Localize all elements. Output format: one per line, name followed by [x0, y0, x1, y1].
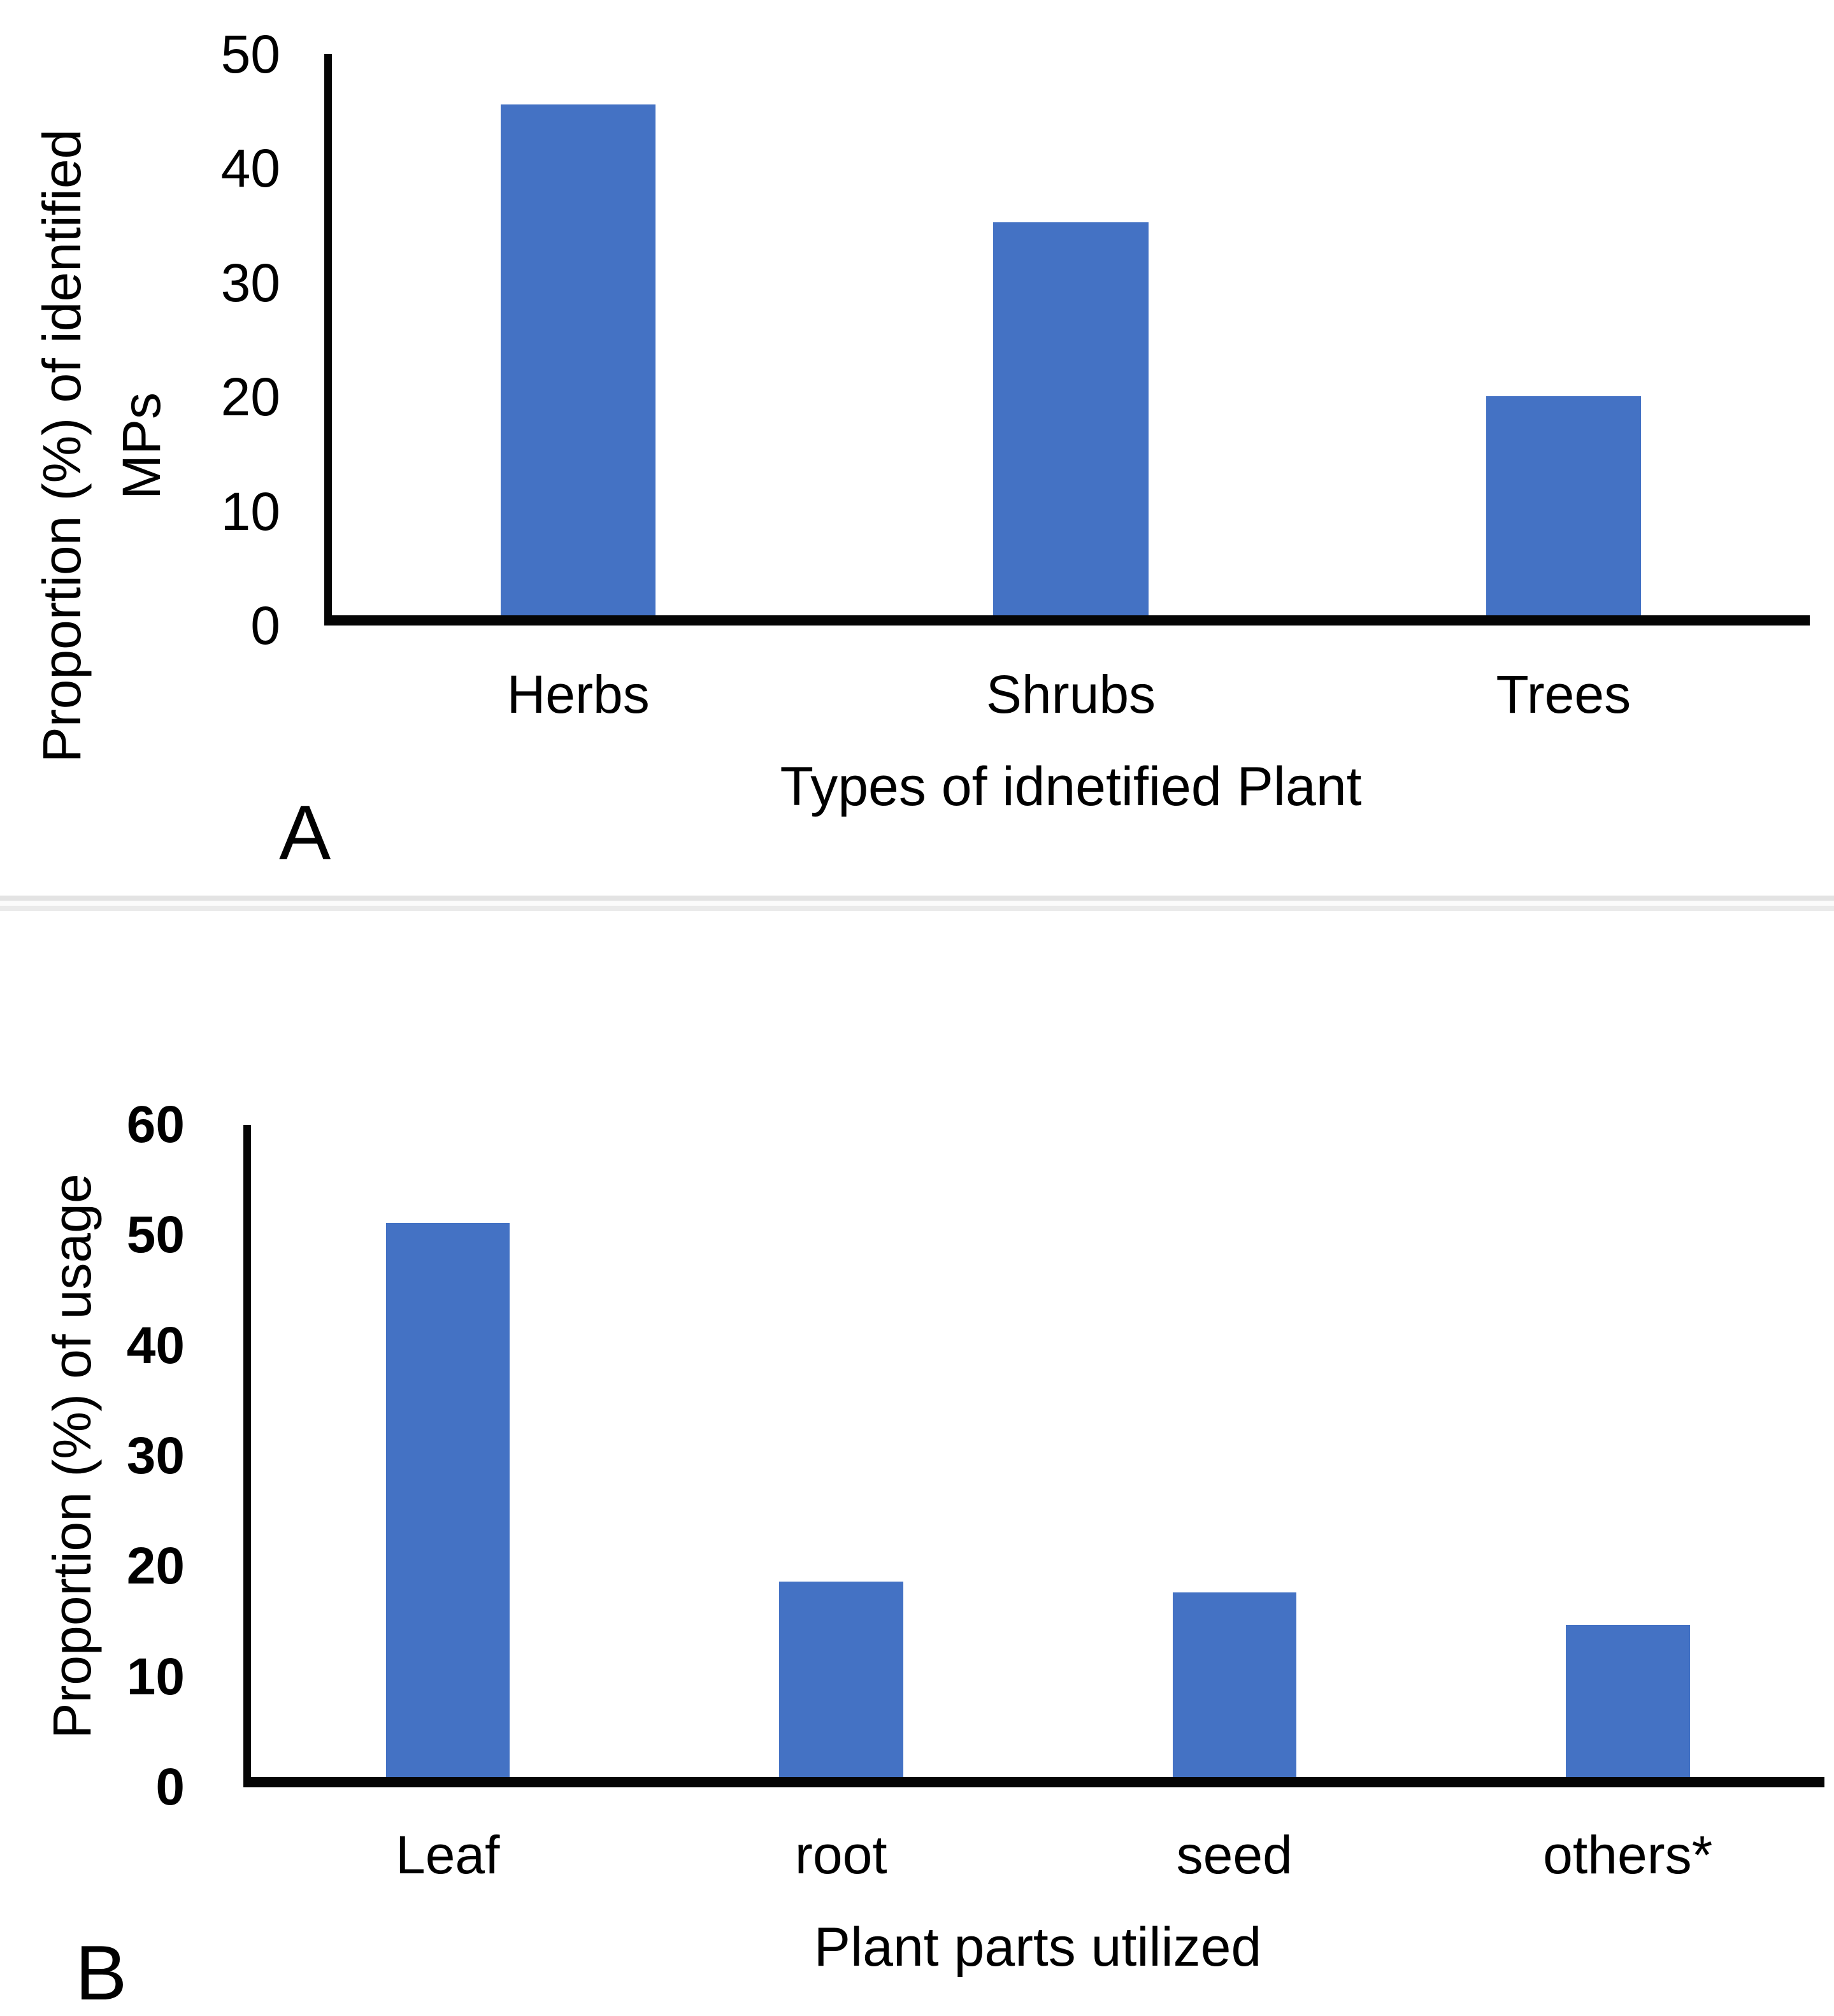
y-tick-label-10: 10: [126, 1647, 185, 1706]
y-tick-label-60: 60: [126, 1096, 185, 1154]
plot-area-a: [324, 54, 1810, 626]
bar-slot-root: [645, 1125, 1038, 1777]
x-category-labels-b: Leaf root seed others*: [251, 1823, 1824, 1887]
bar-slot-others*: [1431, 1125, 1825, 1777]
x-category-label-Leaf: Leaf: [396, 1824, 500, 1885]
bar-root: [779, 1581, 903, 1777]
bar-Herbs: [500, 104, 656, 615]
bar-slot-Trees: [1317, 54, 1810, 615]
y-tick-label-20: 20: [220, 367, 280, 427]
x-category-label-root: root: [794, 1824, 887, 1885]
x-category-label-seed: seed: [1176, 1824, 1293, 1885]
plot-area-b: [243, 1125, 1824, 1787]
x-axis-title-a: Types of idnetified Plant: [780, 756, 1362, 817]
x-category-label-Trees: Trees: [1496, 664, 1631, 724]
y-axis-ticks-a: 0 10 20 30 40 50: [0, 27, 280, 652]
bar-slot-Herbs: [332, 54, 824, 615]
y-tick-label-20: 20: [126, 1537, 185, 1596]
bar-others*: [1566, 1625, 1690, 1777]
panel-label-a: A: [279, 789, 331, 876]
bar-slot-Shrubs: [824, 54, 1317, 615]
y-tick-label-10: 10: [220, 481, 280, 541]
x-axis-title-b: Plant parts utilized: [813, 1917, 1262, 1978]
x-category-label-others*: others*: [1543, 1824, 1713, 1885]
y-tick-label-50: 50: [126, 1206, 185, 1264]
bar-Trees: [1486, 396, 1642, 615]
bar-Leaf: [385, 1222, 510, 1777]
y-tick-label-40: 40: [220, 138, 280, 199]
y-tick-label-30: 30: [220, 252, 280, 313]
y-axis-ticks-b: 0 10 20 30 40 50 60: [0, 1099, 185, 1813]
y-tick-label-0: 0: [155, 1758, 185, 1816]
panel-separator: [0, 896, 1834, 911]
panel-label-b: B: [75, 1929, 127, 2016]
x-category-label-Herbs: Herbs: [506, 664, 650, 724]
x-category-labels-a: Herbs Shrubs Trees: [332, 662, 1810, 726]
y-tick-label-30: 30: [126, 1427, 185, 1485]
y-tick-label-40: 40: [126, 1316, 185, 1375]
bar-Shrubs: [993, 222, 1149, 615]
bar-slot-Leaf: [251, 1125, 645, 1777]
y-tick-label-50: 50: [220, 24, 280, 84]
bar-slot-seed: [1038, 1125, 1431, 1777]
bar-seed: [1172, 1592, 1296, 1777]
x-category-label-Shrubs: Shrubs: [985, 664, 1156, 724]
y-tick-label-0: 0: [250, 596, 280, 655]
